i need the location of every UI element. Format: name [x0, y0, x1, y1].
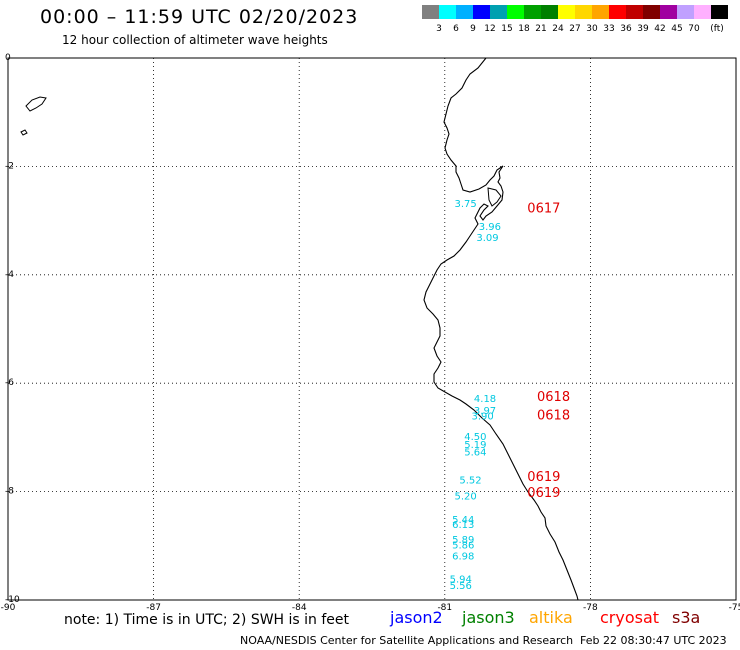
map-subtitle: 12 hour collection of altimeter wave hei…: [62, 33, 328, 47]
wave-height-label: 4.50: [464, 432, 486, 443]
y-tick-label: -8: [5, 487, 14, 497]
wave-height-color-scale: 3 6 9 12 15 18 21 24 27 30 33 36 39 42 45 70 (ft): [422, 5, 728, 34]
scale-label: 39: [637, 24, 649, 34]
x-tick-label: -78: [583, 603, 598, 610]
scale-label: 3: [436, 24, 442, 34]
scale-label: 24: [552, 24, 564, 34]
footer-note: note: 1) Time is in UTC; 2) SWH is in fe…: [64, 612, 350, 628]
scale-swatch: [660, 5, 677, 19]
y-tick-label: -10: [5, 595, 20, 605]
scale-swatch: [490, 5, 507, 19]
scale-label: 70: [688, 24, 700, 34]
wave-height-label: 3.96: [479, 222, 501, 233]
scale-swatch: [643, 5, 660, 19]
scale-label: 33: [603, 24, 614, 34]
map-grid: -90 -87 -84 -81 -78 -75 0 -2 -4 -6 -8 -10: [1, 53, 740, 610]
map-title: 00:00 – 11:59 UTC 02/20/2023: [40, 6, 359, 28]
scale-swatch: [541, 5, 558, 19]
galapagos-island-large: [25, 96, 47, 112]
scale-swatch: [473, 5, 490, 19]
scale-label: 12: [484, 24, 495, 34]
x-tick-label: -90: [1, 603, 16, 610]
scale-swatch: [609, 5, 626, 19]
y-tick-label: -6: [5, 378, 14, 388]
wave-height-label: 5.56: [450, 581, 472, 592]
x-tick-label: -84: [292, 603, 307, 610]
scale-swatch: [524, 5, 541, 19]
scale-label: 45: [671, 24, 682, 34]
scale-label: 27: [569, 24, 580, 34]
wave-height-label: 5.20: [455, 492, 477, 503]
satellite-jason2: jason2: [390, 608, 443, 627]
x-tick-label: -87: [146, 603, 161, 610]
satellite-jason3: jason3: [462, 608, 515, 627]
coastline: [20, 57, 579, 601]
wave-height-label: 3.75: [455, 199, 477, 210]
wave-height-label: 5.94: [450, 575, 472, 586]
scale-swatch: [422, 5, 439, 19]
wave-height-label: 5.86: [452, 541, 474, 552]
scale-swatch: [694, 5, 711, 19]
wave-height-label: 6.13: [452, 520, 474, 531]
wave-height-label: 5.44: [452, 515, 474, 526]
altimeter-map: -90-87-84-81-78-750-2-4-6-8-10 3.753.963…: [1, 53, 740, 610]
scale-swatch: [626, 5, 643, 19]
wave-height-label: 4.18: [474, 394, 496, 405]
pass-time-label: 0618: [537, 390, 570, 405]
x-tick-label: -81: [437, 603, 452, 610]
scale-swatch: [507, 5, 524, 19]
satellite-cryosat: cryosat: [600, 608, 660, 627]
wave-height-label: 5.64: [464, 447, 486, 458]
scale-label: 30: [586, 24, 598, 34]
x-tick-label: -75: [729, 603, 740, 610]
scale-label: 9: [470, 24, 476, 34]
pass-time-label: 0619: [527, 486, 560, 501]
galapagos-island-small: [20, 129, 28, 136]
scale-swatch: [677, 5, 694, 19]
scale-label: 36: [620, 24, 632, 34]
scale-swatch: [439, 5, 456, 19]
scale-label: 6: [453, 24, 459, 34]
satellite-s3a: s3a: [672, 608, 701, 627]
satellite-altika: altika: [529, 608, 573, 627]
observation-labels: 3.75 3.963.09 4.183.973.90 4.505.195.64 5.52…: [450, 199, 570, 592]
pass-time-label: 0618: [537, 409, 570, 424]
credit-line: NOAA/NESDIS Center for Satellite Applica…: [240, 634, 574, 647]
scale-label: 18: [518, 24, 530, 34]
wave-height-label: 6.98: [452, 551, 474, 562]
y-tick-label: 0: [5, 53, 11, 63]
gulf-island: [487, 187, 502, 207]
wave-height-label: 3.09: [476, 233, 498, 244]
scale-swatch: [592, 5, 609, 19]
scale-label: (ft): [710, 24, 724, 34]
pass-time-label: 0619: [527, 470, 560, 485]
y-tick-label: -4: [5, 270, 14, 280]
scale-label: 21: [535, 24, 546, 34]
wave-height-label: 3.90: [471, 412, 493, 423]
scale-label: 42: [654, 24, 665, 34]
south-america-coastline: [423, 57, 579, 601]
scale-label: 15: [501, 24, 512, 34]
wave-height-label: 3.97: [474, 406, 496, 417]
wave-height-label: 5.89: [452, 535, 474, 546]
scale-swatch: [456, 5, 473, 19]
scale-swatch: [558, 5, 575, 19]
scale-swatch: [711, 5, 728, 19]
y-tick-label: -2: [5, 161, 14, 171]
wave-height-label: 5.19: [464, 440, 486, 451]
map-frame: [7, 57, 737, 601]
pass-time-label: 0617: [527, 201, 560, 216]
wave-height-label: 5.52: [459, 475, 481, 486]
generated-timestamp: Feb 22 08:30:47 UTC 2023: [580, 634, 727, 647]
scale-swatch: [575, 5, 592, 19]
